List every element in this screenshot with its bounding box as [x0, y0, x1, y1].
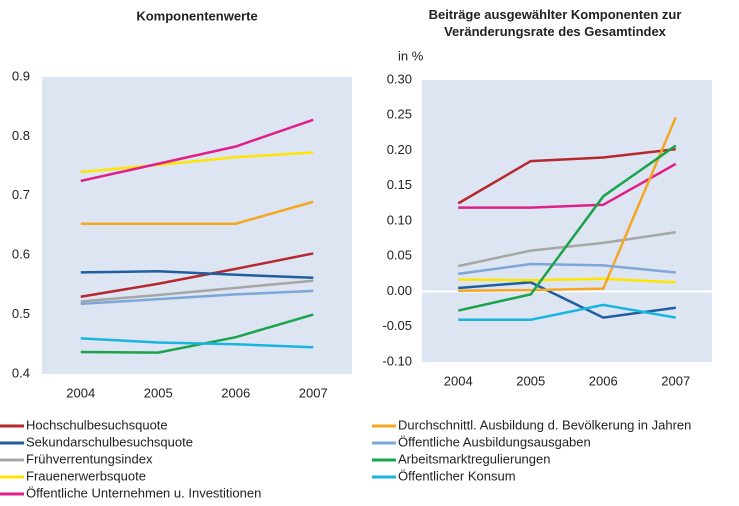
x-tick-label: 2007: [299, 385, 328, 400]
y-tick-label: 0.7: [12, 187, 30, 202]
legend-label: Durchschnittl. Ausbildung d. Bevölkerung…: [398, 417, 691, 432]
legend-label: Frühverrentungsindex: [26, 451, 153, 466]
y-tick-label: 0.05: [387, 248, 412, 263]
series-line: [458, 262, 676, 276]
y-tick-label: 0.00: [387, 283, 412, 298]
legend-label: Öffentliche Unternehmen u. Investitionen: [26, 485, 261, 500]
series-line: [457, 147, 676, 205]
x-tick-label: 2004: [66, 385, 95, 400]
series-line: [458, 116, 677, 293]
series-line: [80, 252, 314, 299]
y-axis-label: in %: [398, 48, 424, 63]
y-tick-label: 0.5: [12, 306, 30, 321]
series-line: [80, 269, 314, 280]
x-tick-label: 2006: [221, 385, 250, 400]
y-tick-label: 0.20: [387, 142, 412, 157]
y-tick-label: -0.10: [382, 353, 412, 368]
y-tick-label: -0.05: [382, 318, 412, 333]
series-line: [80, 118, 314, 183]
series-line: [458, 277, 676, 284]
series-line: [80, 313, 314, 354]
series-line: [457, 144, 677, 312]
series-line: [80, 151, 314, 174]
x-tick-label: 2004: [444, 373, 473, 388]
x-tick-label: 2007: [661, 373, 690, 388]
legend-label: Öffentlicher Konsum: [398, 468, 516, 483]
y-tick-label: 0.9: [12, 68, 30, 83]
y-tick-label: 0.30: [387, 71, 412, 86]
series-line: [80, 289, 314, 306]
series-line: [458, 162, 677, 209]
y-tick-label: 0.4: [12, 365, 30, 380]
legend-label: Arbeitsmarktregulierungen: [398, 451, 550, 466]
y-tick-label: 0.6: [12, 247, 30, 262]
series-line: [458, 281, 676, 319]
plot-area: [42, 77, 352, 374]
legend-label: Öffentliche Ausbildungsausgaben: [398, 434, 591, 449]
x-tick-label: 2005: [516, 373, 545, 388]
chart-title: Komponentenwerte: [136, 8, 257, 23]
series-line: [458, 303, 676, 321]
series-line: [80, 279, 314, 303]
x-tick-label: 2005: [144, 385, 173, 400]
series-line: [80, 337, 314, 349]
y-tick-label: 0.8: [12, 128, 30, 143]
legend-label: Frauenerwerbsquote: [26, 468, 146, 483]
chart-title: Beiträge ausgewählter Komponenten zur Ve…: [428, 7, 682, 39]
legend-label: Sekundarschulbesuchsquote: [26, 434, 193, 449]
x-tick-label: 2006: [589, 373, 618, 388]
legend-label: Hochschulbesuchsquote: [26, 417, 168, 432]
y-tick-label: 0.10: [387, 212, 412, 227]
series-line: [80, 200, 314, 225]
y-tick-label: 0.15: [387, 177, 412, 192]
y-tick-label: 0.25: [387, 107, 412, 122]
